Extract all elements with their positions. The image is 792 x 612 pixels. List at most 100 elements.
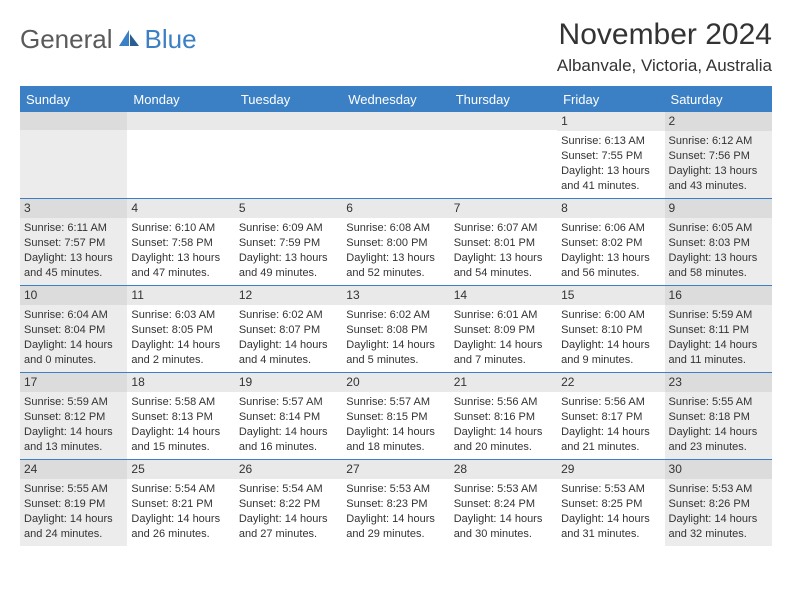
sunset-text: Sunset: 8:07 PM (239, 323, 338, 338)
daylight1-text: Daylight: 14 hours (131, 425, 230, 440)
sunset-text: Sunset: 8:09 PM (454, 323, 553, 338)
week-row: 3Sunrise: 6:11 AMSunset: 7:57 PMDaylight… (20, 198, 772, 285)
sunrise-text: Sunrise: 5:53 AM (454, 482, 553, 497)
daylight2-text: and 52 minutes. (346, 266, 445, 281)
sunset-text: Sunset: 8:25 PM (561, 497, 660, 512)
day-header: Sunday (20, 88, 127, 112)
sunset-text: Sunset: 8:11 PM (669, 323, 768, 338)
sunset-text: Sunset: 8:18 PM (669, 410, 768, 425)
day-number: 21 (450, 373, 557, 392)
day-header: Wednesday (342, 88, 449, 112)
logo-text-2: Blue (145, 24, 197, 55)
daylight1-text: Daylight: 14 hours (454, 338, 553, 353)
empty-cell (127, 112, 234, 198)
day-number: 24 (20, 460, 127, 479)
day-number: 12 (235, 286, 342, 305)
daylight2-text: and 24 minutes. (24, 527, 123, 542)
daylight2-text: and 2 minutes. (131, 353, 230, 368)
week-row: 1Sunrise: 6:13 AMSunset: 7:55 PMDaylight… (20, 112, 772, 198)
day-number: 18 (127, 373, 234, 392)
daylight2-text: and 4 minutes. (239, 353, 338, 368)
day-cell: 23Sunrise: 5:55 AMSunset: 8:18 PMDayligh… (665, 373, 772, 459)
sunrise-text: Sunrise: 5:53 AM (669, 482, 768, 497)
day-number: 25 (127, 460, 234, 479)
sunset-text: Sunset: 7:56 PM (669, 149, 768, 164)
empty-num-bar (235, 112, 342, 130)
day-cell: 1Sunrise: 6:13 AMSunset: 7:55 PMDaylight… (557, 112, 664, 198)
sunset-text: Sunset: 8:14 PM (239, 410, 338, 425)
sunrise-text: Sunrise: 5:53 AM (346, 482, 445, 497)
week-row: 10Sunrise: 6:04 AMSunset: 8:04 PMDayligh… (20, 285, 772, 372)
sunrise-text: Sunrise: 5:53 AM (561, 482, 660, 497)
sunrise-text: Sunrise: 6:11 AM (24, 221, 123, 236)
daylight1-text: Daylight: 14 hours (24, 512, 123, 527)
sunset-text: Sunset: 8:04 PM (24, 323, 123, 338)
month-title: November 2024 (557, 18, 772, 52)
day-cell: 20Sunrise: 5:57 AMSunset: 8:15 PMDayligh… (342, 373, 449, 459)
day-cell: 3Sunrise: 6:11 AMSunset: 7:57 PMDaylight… (20, 199, 127, 285)
day-header: Thursday (450, 88, 557, 112)
empty-num-bar (450, 112, 557, 130)
sunrise-text: Sunrise: 6:06 AM (561, 221, 660, 236)
sunset-text: Sunset: 7:59 PM (239, 236, 338, 251)
sunset-text: Sunset: 8:15 PM (346, 410, 445, 425)
empty-num-bar (20, 112, 127, 130)
daylight1-text: Daylight: 14 hours (346, 338, 445, 353)
daylight2-text: and 30 minutes. (454, 527, 553, 542)
daylight2-text: and 27 minutes. (239, 527, 338, 542)
daylight2-text: and 47 minutes. (131, 266, 230, 281)
day-cell: 14Sunrise: 6:01 AMSunset: 8:09 PMDayligh… (450, 286, 557, 372)
sunrise-text: Sunrise: 5:54 AM (131, 482, 230, 497)
daylight2-text: and 32 minutes. (669, 527, 768, 542)
sunset-text: Sunset: 7:55 PM (561, 149, 660, 164)
daylight2-text: and 49 minutes. (239, 266, 338, 281)
daylight1-text: Daylight: 14 hours (24, 425, 123, 440)
sunrise-text: Sunrise: 5:55 AM (669, 395, 768, 410)
day-cell: 13Sunrise: 6:02 AMSunset: 8:08 PMDayligh… (342, 286, 449, 372)
calendar: SundayMondayTuesdayWednesdayThursdayFrid… (20, 86, 772, 546)
daylight1-text: Daylight: 13 hours (669, 251, 768, 266)
day-number: 28 (450, 460, 557, 479)
empty-cell (20, 112, 127, 198)
day-number: 19 (235, 373, 342, 392)
daylight2-text: and 5 minutes. (346, 353, 445, 368)
daylight2-text: and 45 minutes. (24, 266, 123, 281)
sunset-text: Sunset: 8:08 PM (346, 323, 445, 338)
daylight1-text: Daylight: 13 hours (131, 251, 230, 266)
day-header: Tuesday (235, 88, 342, 112)
day-cell: 5Sunrise: 6:09 AMSunset: 7:59 PMDaylight… (235, 199, 342, 285)
day-header: Saturday (665, 88, 772, 112)
daylight2-text: and 18 minutes. (346, 440, 445, 455)
sunset-text: Sunset: 8:03 PM (669, 236, 768, 251)
sunrise-text: Sunrise: 5:54 AM (239, 482, 338, 497)
day-cell: 10Sunrise: 6:04 AMSunset: 8:04 PMDayligh… (20, 286, 127, 372)
sunset-text: Sunset: 8:02 PM (561, 236, 660, 251)
day-number: 29 (557, 460, 664, 479)
daylight1-text: Daylight: 14 hours (454, 425, 553, 440)
empty-cell (450, 112, 557, 198)
day-number: 4 (127, 199, 234, 218)
day-number: 20 (342, 373, 449, 392)
daylight2-text: and 29 minutes. (346, 527, 445, 542)
daylight1-text: Daylight: 14 hours (561, 512, 660, 527)
location-text: Albanvale, Victoria, Australia (557, 56, 772, 76)
weeks-container: 1Sunrise: 6:13 AMSunset: 7:55 PMDaylight… (20, 112, 772, 546)
day-header: Monday (127, 88, 234, 112)
day-cell: 26Sunrise: 5:54 AMSunset: 8:22 PMDayligh… (235, 460, 342, 546)
sunrise-text: Sunrise: 6:10 AM (131, 221, 230, 236)
day-number: 1 (557, 112, 664, 131)
daylight2-text: and 20 minutes. (454, 440, 553, 455)
daylight2-text: and 54 minutes. (454, 266, 553, 281)
daylight2-text: and 58 minutes. (669, 266, 768, 281)
daylight1-text: Daylight: 14 hours (454, 512, 553, 527)
daylight2-text: and 31 minutes. (561, 527, 660, 542)
day-cell: 25Sunrise: 5:54 AMSunset: 8:21 PMDayligh… (127, 460, 234, 546)
daylight1-text: Daylight: 13 hours (454, 251, 553, 266)
daylight2-text: and 0 minutes. (24, 353, 123, 368)
day-number: 23 (665, 373, 772, 392)
sunset-text: Sunset: 8:13 PM (131, 410, 230, 425)
sunrise-text: Sunrise: 6:03 AM (131, 308, 230, 323)
sunrise-text: Sunrise: 6:09 AM (239, 221, 338, 236)
header: GeneralBlue November 2024 Albanvale, Vic… (20, 18, 772, 76)
day-number: 22 (557, 373, 664, 392)
